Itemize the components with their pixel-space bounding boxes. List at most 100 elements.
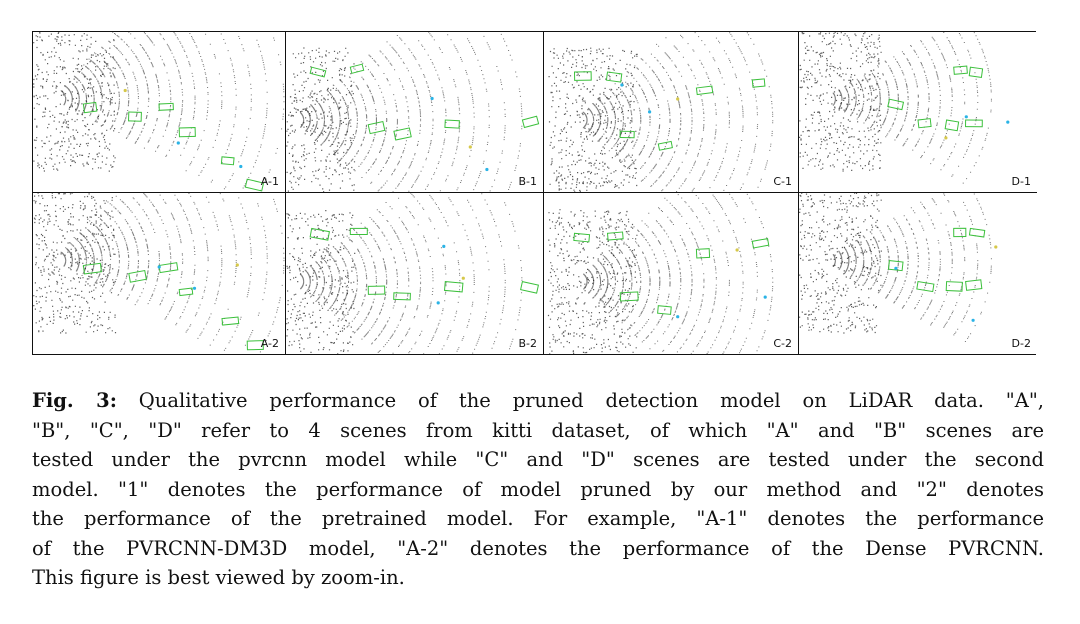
marker-point xyxy=(468,145,472,149)
point-cloud-c1 xyxy=(548,32,774,192)
panel-label-d1: D-1 xyxy=(1011,175,1031,188)
point-clutter xyxy=(799,32,882,172)
marker-point xyxy=(735,248,739,252)
point-cloud-a1 xyxy=(33,32,285,192)
marker-point xyxy=(436,301,440,305)
marker-point xyxy=(485,167,489,172)
detection-box xyxy=(444,119,460,129)
point-cloud-d2 xyxy=(799,193,998,342)
marker-point xyxy=(944,136,948,140)
figure-caption: Fig. 3: Qualitative performance of the p… xyxy=(32,386,1044,593)
detection-box xyxy=(520,281,540,294)
caption-text-1: Qualitative performance of the pruned de… xyxy=(116,389,1044,412)
marker-point xyxy=(235,263,239,267)
detection-box xyxy=(965,119,983,128)
lidar-panel-d2: D-2 xyxy=(799,193,1037,354)
caption-line-2: "B", "C", "D" refer to 4 scenes from kit… xyxy=(32,418,1044,442)
point-clutter xyxy=(548,47,638,192)
lidar-panel-b2: B-2 xyxy=(286,193,544,354)
marker-point xyxy=(461,276,465,280)
scan-rings xyxy=(582,32,774,192)
scan-rings xyxy=(299,193,523,354)
point-clutter xyxy=(286,47,356,192)
detection-box xyxy=(968,227,986,238)
detection-box xyxy=(82,101,98,114)
panel-label-c2: C-2 xyxy=(773,337,792,350)
lidar-panel-a1: A-1 xyxy=(33,32,286,193)
detection-box xyxy=(917,118,932,129)
scan-rings xyxy=(300,32,523,192)
detection-box xyxy=(968,66,984,78)
point-cloud-a2 xyxy=(33,193,285,353)
panel-label-a2: A-2 xyxy=(260,337,279,350)
marker-point xyxy=(123,88,127,93)
caption-line-6: of the PVRCNN-DM3D model, "A-2" denotes … xyxy=(32,536,1044,560)
marker-point xyxy=(620,83,624,87)
caption-line-1: Fig. 3: Qualitative performance of the p… xyxy=(32,386,1044,416)
detection-box xyxy=(521,115,540,129)
marker-point xyxy=(430,96,434,101)
detection-box xyxy=(916,281,935,293)
detection-box xyxy=(393,127,412,141)
detection-box xyxy=(349,63,365,74)
detection-box xyxy=(178,127,196,138)
detection-box xyxy=(657,305,672,315)
detection-box xyxy=(695,248,711,259)
detection-box xyxy=(751,78,766,88)
lidar-panel-c1: C-1 xyxy=(544,32,799,193)
detection-box xyxy=(657,140,673,151)
detection-box xyxy=(751,238,770,249)
marker-point xyxy=(971,318,975,322)
scan-rings xyxy=(832,32,992,184)
point-clutter xyxy=(286,210,356,354)
point-cloud-c2 xyxy=(547,193,774,354)
scan-rings xyxy=(832,193,992,342)
point-clutter xyxy=(33,193,117,334)
detection-box xyxy=(220,156,235,166)
panel-label-b2: B-2 xyxy=(518,337,537,350)
detection-box xyxy=(573,232,591,243)
scan-rings xyxy=(60,193,285,353)
figure-panel-grid: A-1 B-1 C-1 D-1 A-2 B-2 C-2 D-2 xyxy=(32,31,1037,355)
detection-box xyxy=(158,262,179,274)
detection-box xyxy=(178,287,194,297)
panel-label-c1: C-1 xyxy=(773,175,792,188)
scan-rings xyxy=(583,193,774,354)
marker-point xyxy=(676,97,680,101)
panel-label-a1: A-1 xyxy=(260,175,279,188)
detection-box xyxy=(606,231,624,241)
marker-point xyxy=(442,244,446,248)
detection-box xyxy=(887,98,905,111)
detection-box xyxy=(619,291,639,302)
marker-point xyxy=(676,315,680,319)
detection-box xyxy=(605,71,623,83)
lidar-panel-c2: C-2 xyxy=(544,193,799,354)
detection-box xyxy=(944,119,960,132)
marker-point xyxy=(192,286,197,290)
detection-box xyxy=(443,281,464,293)
detection-box xyxy=(246,340,264,351)
detection-box xyxy=(158,102,174,111)
detection-box xyxy=(393,292,411,301)
caption-line-7: This figure is best viewed by zoom-in. xyxy=(32,566,405,589)
marker-point xyxy=(763,295,767,299)
detection-box xyxy=(367,120,386,135)
scan-rings xyxy=(60,32,285,191)
detection-box xyxy=(349,227,368,236)
marker-point xyxy=(239,164,243,169)
detection-box xyxy=(887,260,904,272)
detection-box xyxy=(309,66,327,78)
detection-box xyxy=(573,71,592,81)
point-clutter xyxy=(799,193,882,334)
detection-box xyxy=(945,281,963,292)
marker-point xyxy=(964,115,968,119)
detection-box xyxy=(367,285,386,295)
lidar-panel-b1: B-1 xyxy=(286,32,544,193)
marker-point xyxy=(1006,120,1010,124)
marker-point xyxy=(648,110,652,114)
caption-line-5: the performance of the pretrained model.… xyxy=(32,507,1044,530)
detection-box xyxy=(221,316,240,326)
lidar-panel-a2: A-2 xyxy=(33,193,286,354)
detection-box xyxy=(244,178,265,192)
caption-line-3: tested under the pvrcnn model while "C" … xyxy=(32,448,1044,471)
